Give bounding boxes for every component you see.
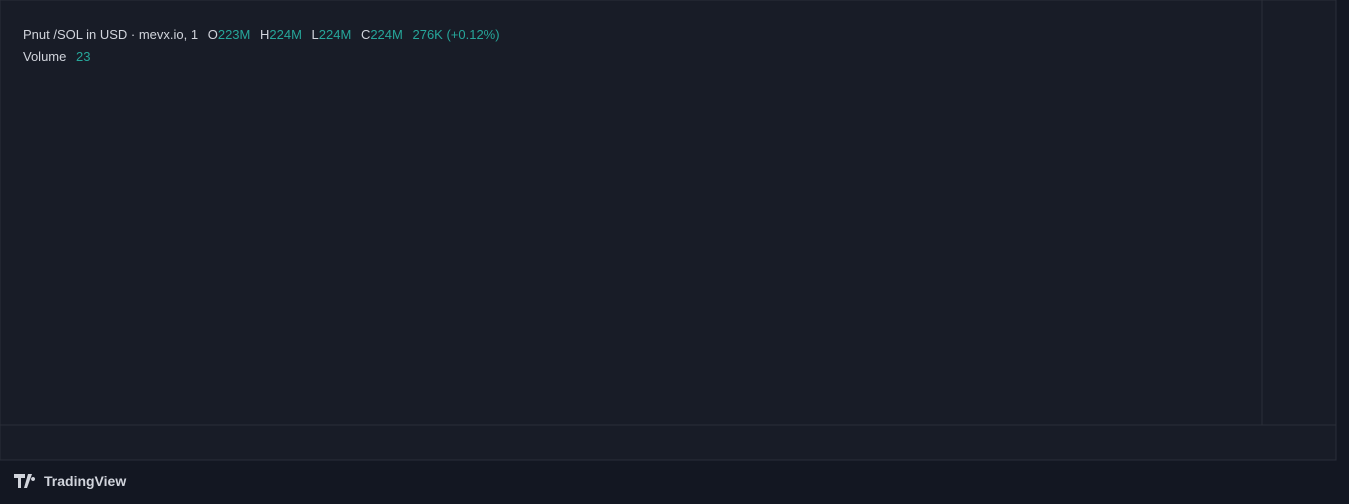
l-value: 224M <box>318 27 352 42</box>
brand-name: TradingView <box>44 473 127 489</box>
brand: TradingView <box>14 473 126 489</box>
c-key: C <box>360 27 371 42</box>
legend-row: Pnut /SOL in USD · mevx.io, 1 O223M H224… <box>23 24 500 46</box>
h-key: H <box>260 27 270 42</box>
symbol: Pnut /SOL in USD · mevx.io, 1 <box>23 27 199 42</box>
panel <box>0 0 1337 461</box>
volume-key: Volume <box>23 49 67 64</box>
h-value: 224M <box>269 27 302 42</box>
legend: Pnut /SOL in USD · mevx.io, 1 O223M H224… <box>23 24 500 68</box>
o-key: O <box>207 27 218 42</box>
volume-value: 23 <box>76 49 91 64</box>
change: 276K (+0.12%) <box>412 27 500 42</box>
c-value: 224M <box>370 27 403 42</box>
o-value: 223M <box>217 27 251 42</box>
l-key: L <box>311 27 319 42</box>
legend-row: Volume 23 <box>23 46 500 68</box>
logo <box>14 474 36 488</box>
